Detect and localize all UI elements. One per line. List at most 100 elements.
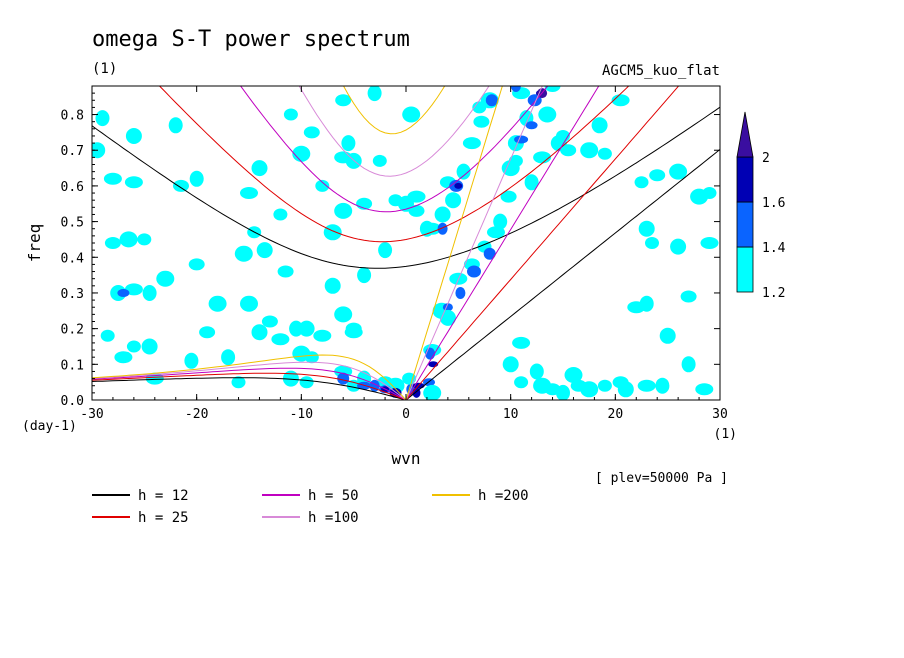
contour-blob [560, 144, 577, 157]
contour-blob [500, 190, 517, 203]
contour-blob [564, 367, 583, 383]
rossby-curve [92, 354, 407, 400]
chart-title: omega S-T power spectrum [92, 27, 410, 52]
contour-blob [240, 187, 258, 199]
y-tick-label: 0.1 [61, 358, 84, 373]
colorbar-label: 1.6 [762, 196, 785, 211]
contour-blob [137, 233, 152, 246]
contour-blob [103, 172, 122, 185]
contour-blob [234, 245, 253, 262]
chart-subtitle: (1) [92, 61, 117, 77]
contour-blob [454, 182, 463, 189]
contour-blob [289, 320, 304, 337]
contour-blob [456, 163, 471, 180]
y-tick-label: 0.6 [61, 180, 84, 195]
contour-blob [156, 270, 175, 287]
contour-blob [92, 142, 106, 159]
contour-blob [367, 86, 382, 102]
contour-blob [126, 340, 141, 353]
contour-blob [639, 295, 654, 312]
contour-blob [524, 174, 539, 191]
y-tick-label: 0.0 [61, 394, 84, 409]
contour-blob [335, 94, 352, 107]
contour-blob [184, 352, 199, 369]
rossby-curve [92, 377, 407, 400]
contour-blob [271, 333, 290, 346]
contour-blob [346, 379, 361, 392]
contour-blob [408, 204, 425, 217]
contour-blob [313, 329, 332, 342]
contour-blob [141, 338, 158, 355]
contour-blob [173, 179, 189, 192]
y-tick-label: 0.8 [61, 109, 84, 124]
contour-blob [142, 285, 157, 301]
x-tick-label: 0 [402, 407, 410, 422]
contour-blob [299, 376, 314, 389]
y-tick-label: 0.3 [61, 287, 84, 302]
contour-blob [324, 277, 341, 294]
legend-label: h =100 [308, 510, 359, 526]
contour-blob [277, 265, 294, 278]
plot-frame [91, 85, 721, 401]
colorbar-label: 2 [762, 151, 770, 166]
legend: h = 12 h = 25 h = 50 h =100 h =200 [92, 488, 529, 526]
contour-blob [434, 206, 451, 223]
contour-blob [669, 163, 688, 180]
contour-blob [334, 306, 353, 323]
axis-ticks: -30 -20 -10 0 10 20 30 0.0 0.1 0.2 0.3 0.4 0.5 0.6 0.7… [61, 86, 728, 422]
contour-blob [125, 128, 142, 144]
contour-blob [119, 231, 138, 248]
contour-blob [634, 176, 649, 189]
contour-blob [256, 242, 273, 259]
y-tick-label: 0.2 [61, 323, 84, 338]
contour-blob [649, 169, 666, 182]
contour-blob [292, 145, 311, 162]
contour-blob [670, 238, 687, 255]
contour-blob [514, 376, 529, 389]
kelvin-curve [405, 86, 600, 400]
contour-blob [273, 208, 288, 221]
colorbar-segment [736, 201, 754, 248]
y-axis-label: freq [25, 224, 44, 263]
colorbar-label: 1.2 [762, 286, 785, 301]
x-tick-label: 10 [503, 407, 519, 422]
contour-blob [493, 213, 508, 230]
contour-blob [637, 379, 656, 392]
inertia-gravity-curve [342, 86, 446, 135]
contour-blob [261, 315, 278, 328]
contour-blob [104, 237, 121, 249]
contour-blob [502, 356, 519, 373]
contour-layer [92, 86, 719, 400]
contour-blob [462, 137, 481, 150]
contour-blob [580, 381, 599, 398]
contour-blob [702, 187, 717, 199]
contour-blob [423, 384, 442, 400]
contour-blob [483, 247, 496, 260]
dispersion-curves [92, 86, 720, 400]
contour-blob [638, 220, 655, 237]
contour-blob [283, 108, 298, 121]
contour-blob [303, 126, 320, 139]
contour-blob [188, 258, 205, 271]
contour-blob [455, 287, 466, 299]
contour-blob [580, 142, 599, 159]
y-tick-label: 0.7 [61, 144, 84, 159]
contour-blob [423, 222, 442, 235]
contour-blob [544, 383, 561, 396]
kelvin-curve [405, 86, 503, 400]
x-tick-label: -30 [80, 407, 103, 422]
colorbar-segment [736, 156, 754, 203]
level-note: [ plev=50000 Pa ] [595, 471, 728, 486]
contour-blob [100, 329, 115, 342]
contour-blob [512, 336, 531, 349]
x-tick-label: -10 [290, 407, 313, 422]
x-unit-label: (1) [714, 427, 737, 442]
inertia-gravity-curve [158, 86, 630, 243]
contour-blob [240, 295, 258, 312]
y-tick-label: 0.5 [61, 216, 84, 231]
contour-blob [645, 237, 659, 249]
y-tick-label: 0.4 [61, 251, 85, 266]
colorbar-arrow [736, 111, 754, 158]
contour-blob [199, 326, 216, 339]
contour-blob [298, 320, 315, 337]
